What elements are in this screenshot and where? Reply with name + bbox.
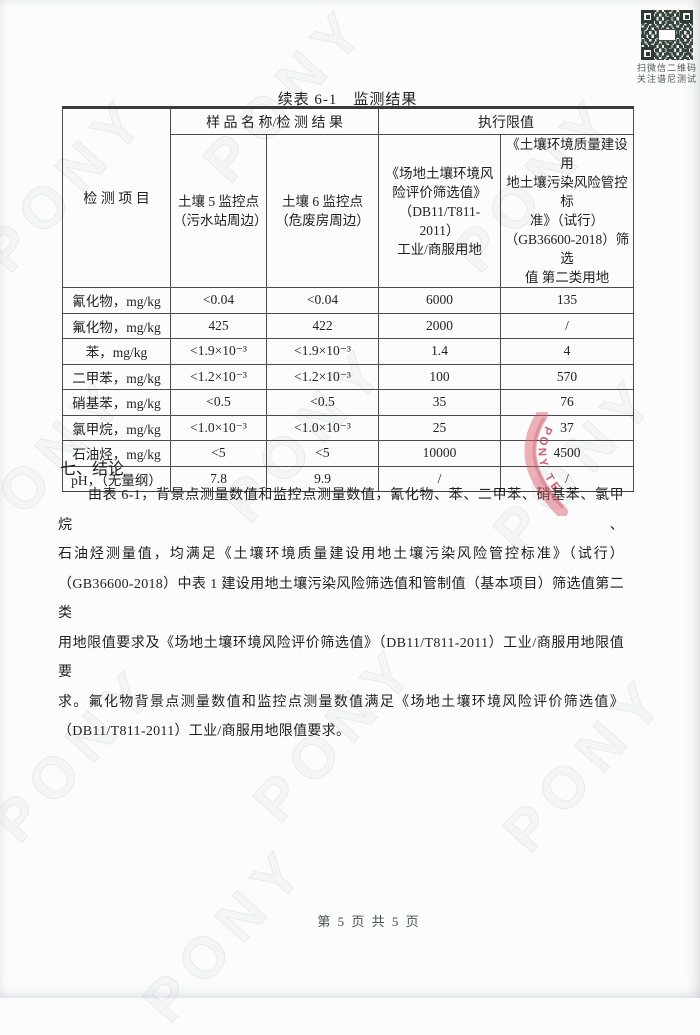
cell-soil5: 425 [170,312,267,339]
qr-finder-bottom-left [641,47,654,60]
conclusion-line: （GB36600-2018）中表 1 建设用地土壤污染风险筛选值和管制值（基本项… [58,576,624,622]
cell-item: 硝基苯，mg/kg [62,389,171,416]
table-header-row-1: 检 测 项 目 样 品 名 称/检 测 结 果 执行限值 [62,107,635,288]
conclusion-paragraph: 由表 6-1，背景点测量数值和监控点测量数值，氰化物、苯、二甲苯、硝基苯、氯甲烷… [58,481,624,747]
header-cell-limits-group: 执行限值 [378,107,635,135]
table-title: 续表 6-1 监测结果 [277,92,418,108]
conclusion-line: 石油烃测量值，均满足《土壤环境质量建设用地土壤污染风险管控标准》（试行） [58,547,624,562]
conclusion-line: 求。氟化物背景点测量数值和监控点测量数值满足《场地土壤环境风险评价筛选值》 [58,694,624,710]
cell-db11: / [378,465,502,492]
cell-soil5: <0.5 [170,389,267,416]
table-header-row-2: 土壤 5 监控点 （污水站周边） 土壤 6 监控点 （危废房周边） 《场地土壤环… [63,134,635,288]
cell-item: 苯，mg/kg [62,338,171,365]
cell-soil5: <1.0×10⁻³ [170,414,267,441]
cell-gb36600: / [500,465,635,492]
header-cell-soil5: 土壤 5 监控点 （污水站周边） [170,134,268,288]
cell-db11: 2000 [378,312,502,339]
table-row: 二甲苯，mg/kg <1.2×10⁻³ <1.2×10⁻³ 100 570 [62,363,635,390]
cell-db11: 10000 [378,440,502,467]
cell-soil5: <1.9×10⁻³ [170,338,267,365]
table-row: 苯，mg/kg <1.9×10⁻³ <1.9×10⁻³ 1.4 4 [62,338,635,365]
cell-soil6: 9.9 [265,465,380,492]
cell-db11: 100 [378,363,502,390]
cell-db11: 1.4 [378,338,502,365]
header-cell-samples-group: 样 品 名 称/检 测 结 果 [169,107,380,135]
qr-center-label [658,29,676,41]
cell-gb36600: 135 [500,287,635,314]
cell-item: 氰化物，mg/kg [62,287,171,314]
conclusion-heading: 七、结论 [60,461,125,478]
conclusion-line: 用地限值要求及《场地土壤环境风险评价筛选值》（DB11/T811-2011）工业… [58,635,624,681]
qr-caption: 扫微信二维码 关注谱尼测试 [633,63,700,85]
cell-soil6: <0.04 [265,287,380,314]
header-cell-gb36600-limit: 《土壤环境质量建设用 地土壤污染风险管控标 准》（试行） （GB36600-20… [500,134,635,288]
pony-red-stamp: PONY TE [524,412,568,516]
conclusion-line: （DB11/T811-2011）工业/商服用地限值要求。 [58,724,351,739]
conclusion-line: 由表 6-1，背景点测量数值和监控点测量数值，氰化物、苯、二甲苯、硝基苯、氯甲烷… [58,488,624,533]
cell-db11: 6000 [378,287,502,314]
cell-soil5: <1.2×10⁻³ [170,363,267,390]
cell-soil6: <1.9×10⁻³ [265,338,380,365]
header-cell-soil6: 土壤 6 监控点 （危废房周边） [265,134,380,288]
scanned-report-page: 扫微信二维码 关注谱尼测试 续表 6-1 监测结果 检 测 项 目 样 品 名 … [58,10,700,929]
cell-gb36600: / [500,312,635,339]
qr-caption-line1: 扫微信二维码 [636,63,697,73]
cell-item: 氯甲烷，mg/kg [62,414,171,441]
qr-finder-top-left [641,10,654,23]
cell-gb36600: 4 [500,338,635,365]
header-cell-item: 检 测 项 目 [62,107,171,288]
table-row: pH，（无量纲） 7.8 9.9 / / [62,465,635,492]
table-row: 氰化物，mg/kg <0.04 <0.04 6000 135 [62,287,635,314]
cell-soil6: 422 [265,312,380,339]
cell-item: 二甲苯，mg/kg [62,363,171,390]
monitoring-results-table: 检 测 项 目 样 品 名 称/检 测 结 果 执行限值 土壤 5 监控点 （污… [62,106,635,492]
cell-soil6: <1.2×10⁻³ [265,363,380,390]
cell-item: 石油烃，mg/kg [62,440,171,467]
cell-db11: 35 [378,389,502,416]
page-number: 第 5 页 共 5 页 [317,914,421,929]
cell-gb36600: 570 [500,363,635,390]
qr-finder-top-right [680,10,693,23]
qr-caption-line2: 关注谱尼测试 [636,74,697,84]
table-row: 氯甲烷，mg/kg <1.0×10⁻³ <1.0×10⁻³ 25 37 [62,414,635,441]
cell-soil5: 7.8 [170,465,267,492]
cell-item: 氟化物，mg/kg [62,312,171,339]
cell-soil6: <5 [265,440,380,467]
cell-soil6: <0.5 [265,389,380,416]
wechat-qr-code [641,10,693,60]
cell-soil5: <5 [170,440,267,467]
header-cell-db11-limit: 《场地土壤环境风 险评价筛选值》 （DB11/T811-2011） 工业/商服用… [378,134,502,288]
cell-soil5: <0.04 [170,287,267,314]
cell-item: pH，（无量纲） [62,465,171,492]
cell-soil6: <1.0×10⁻³ [265,414,380,441]
cell-db11: 25 [378,414,502,441]
table-row: 氟化物，mg/kg 425 422 2000 / [62,312,635,339]
table-row: 石油烃，mg/kg <5 <5 10000 4500 [62,440,635,467]
